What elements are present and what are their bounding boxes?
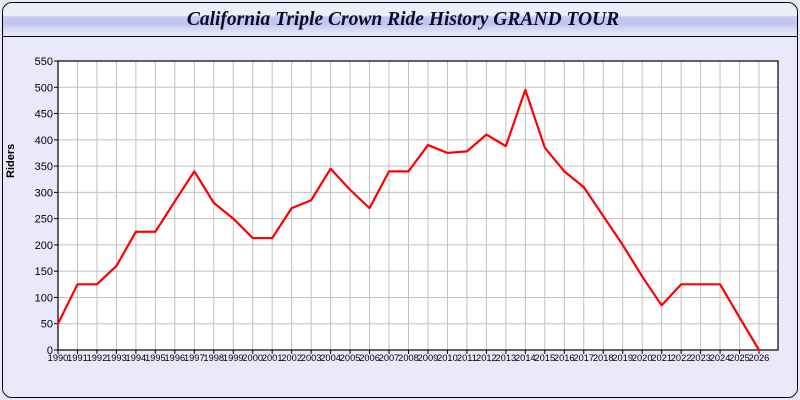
svg-text:1991: 1991 (67, 353, 88, 363)
svg-text:2008: 2008 (398, 353, 419, 363)
svg-text:1996: 1996 (164, 353, 185, 363)
svg-text:1997: 1997 (184, 353, 205, 363)
svg-text:2026: 2026 (749, 353, 770, 363)
svg-text:2011: 2011 (457, 353, 477, 363)
svg-text:2021: 2021 (651, 353, 672, 363)
svg-text:100: 100 (35, 292, 53, 304)
svg-text:300: 300 (35, 187, 53, 199)
svg-text:50: 50 (41, 319, 53, 331)
svg-text:1992: 1992 (87, 353, 108, 363)
svg-text:2019: 2019 (612, 353, 633, 363)
svg-text:1993: 1993 (106, 353, 127, 363)
svg-text:2002: 2002 (281, 353, 302, 363)
svg-text:2004: 2004 (320, 353, 341, 363)
svg-text:2005: 2005 (340, 353, 361, 363)
svg-text:2013: 2013 (496, 353, 517, 363)
svg-text:1995: 1995 (145, 353, 166, 363)
svg-text:2012: 2012 (476, 353, 497, 363)
svg-text:200: 200 (35, 240, 53, 252)
svg-text:1998: 1998 (203, 353, 224, 363)
svg-text:1990: 1990 (48, 353, 69, 363)
svg-text:2010: 2010 (437, 353, 458, 363)
svg-text:2024: 2024 (710, 353, 731, 363)
svg-text:2015: 2015 (534, 353, 555, 363)
svg-text:150: 150 (35, 266, 53, 278)
svg-text:2001: 2001 (262, 353, 283, 363)
svg-text:2014: 2014 (515, 353, 536, 363)
svg-text:2018: 2018 (593, 353, 614, 363)
svg-text:250: 250 (35, 214, 53, 226)
svg-text:2016: 2016 (554, 353, 575, 363)
svg-text:2003: 2003 (301, 353, 322, 363)
svg-text:1999: 1999 (223, 353, 244, 363)
svg-text:400: 400 (35, 135, 53, 147)
svg-text:450: 450 (35, 109, 53, 121)
svg-text:2000: 2000 (242, 353, 263, 363)
svg-text:2020: 2020 (632, 353, 653, 363)
svg-text:550: 550 (35, 56, 53, 68)
svg-text:2017: 2017 (573, 353, 594, 363)
svg-text:1994: 1994 (126, 353, 147, 363)
svg-text:2022: 2022 (671, 353, 692, 363)
svg-text:2009: 2009 (418, 353, 439, 363)
svg-text:2023: 2023 (690, 353, 711, 363)
svg-text:500: 500 (35, 82, 53, 94)
svg-text:2025: 2025 (729, 353, 750, 363)
svg-text:2007: 2007 (379, 353, 400, 363)
svg-text:2006: 2006 (359, 353, 380, 363)
svg-text:350: 350 (35, 161, 53, 173)
